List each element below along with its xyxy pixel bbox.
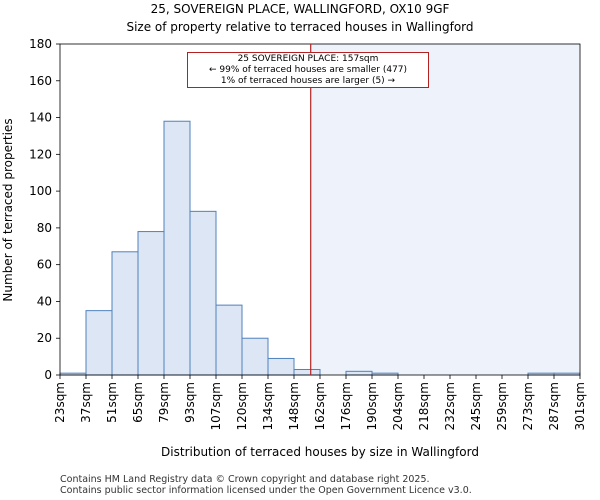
x-tick-label: 301sqm [573,382,587,430]
bar-79sqm [163,120,191,376]
x-tick-label: 107sqm [209,382,223,430]
x-axis-label: Distribution of terraced houses by size … [161,445,479,459]
x-tick-label: 51sqm [105,382,119,423]
y-tick-label: 100 [29,184,52,198]
y-axis-label: Number of terraced properties [1,118,15,302]
bar-148sqm [293,368,321,376]
x-tick-label: 148sqm [287,382,301,430]
x-tick-label: 23sqm [53,382,67,423]
highlight-region [310,44,580,375]
y-tick-label: 160 [29,74,52,88]
x-tick-label: 218sqm [417,382,431,430]
y-tick-label: 140 [29,111,52,125]
x-tick-label: 287sqm [547,382,561,430]
bar-176sqm [345,370,373,376]
x-tick-label: 120sqm [235,382,249,430]
y-tick-label: 80 [37,221,52,235]
x-tick-label: 245sqm [469,382,483,430]
x-tick-label: 204sqm [391,382,405,430]
bar-134sqm [267,357,295,376]
bar-93sqm [189,210,217,376]
chart-subtitle: Size of property relative to terraced ho… [126,20,474,34]
x-tick-label: 190sqm [365,382,379,430]
footer-line-1: Contains HM Land Registry data © Crown c… [60,474,430,485]
x-tick-label: 273sqm [521,382,535,430]
y-tick-label: 40 [37,294,52,308]
chart-title: 25, SOVEREIGN PLACE, WALLINGFORD, OX10 9… [150,2,450,16]
y-tick-label: 0 [44,368,52,382]
x-tick-label: 162sqm [313,382,327,430]
bar-65sqm [137,231,165,376]
x-tick-label: 259sqm [495,382,509,430]
x-tick-label: 93sqm [183,382,197,423]
annotation-box: 25 SOVEREIGN PLACE: 157sqm ← 99% of terr… [187,52,429,88]
y-tick-label: 20 [37,331,52,345]
x-tick-label: 232sqm [443,382,457,430]
bar-120sqm [241,337,269,376]
x-tick-label: 176sqm [339,382,353,430]
bar-37sqm [85,310,113,376]
bar-51sqm [111,251,139,376]
x-tick-label: 79sqm [157,382,171,423]
y-tick-label: 120 [29,147,52,161]
annotation-line-3: 1% of terraced houses are larger (5) → [220,76,396,86]
annotation-line-2: ← 99% of terraced houses are smaller (47… [208,65,408,75]
x-tick-label: 134sqm [261,382,275,430]
bar-107sqm [215,304,243,376]
annotation-line-1: 25 SOVEREIGN PLACE: 157sqm [237,54,379,64]
y-tick-label: 60 [37,258,52,272]
footer-line-2: Contains public sector information licen… [60,485,472,496]
x-tick-label: 37sqm [79,382,93,423]
y-tick-label: 180 [29,37,52,51]
x-tick-label: 65sqm [131,382,145,423]
